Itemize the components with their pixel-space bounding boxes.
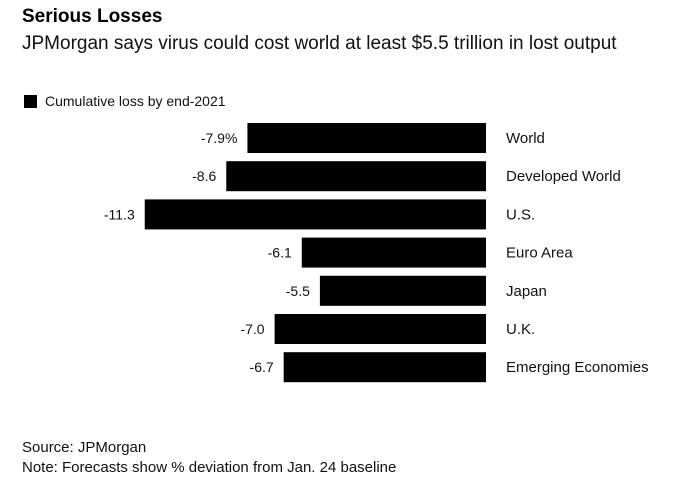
value-label: -8.6 — [192, 168, 216, 184]
legend-swatch — [24, 94, 37, 108]
bar-euro-area — [301, 237, 486, 268]
value-label: -5.5 — [286, 283, 310, 299]
bar-developed-world — [226, 161, 486, 192]
bar-japan — [319, 275, 486, 306]
value-label: -11.3 — [104, 206, 135, 222]
category-label: U.K. — [506, 321, 535, 338]
forecast-note: Note: Forecasts show % deviation from Ja… — [22, 459, 397, 476]
bar-emerging-economies — [283, 352, 486, 383]
value-label: -7.0 — [240, 321, 264, 337]
category-label: Euro Area — [506, 245, 573, 262]
bar-u-s — [144, 199, 487, 230]
chart-subtitle: JPMorgan says virus could cost world at … — [22, 33, 617, 54]
category-label: Developed World — [506, 168, 621, 185]
category-label: World — [506, 130, 545, 147]
legend: Cumulative loss by end-2021 — [24, 93, 226, 109]
category-label: Emerging Economies — [506, 359, 649, 376]
chart-title: Serious Losses — [22, 6, 163, 27]
value-label: -7.9% — [201, 130, 238, 146]
category-label: Japan — [506, 283, 547, 300]
category-label: U.S. — [506, 206, 535, 223]
value-label: -6.1 — [268, 245, 292, 261]
source-note: Source: JPMorgan — [22, 439, 147, 456]
value-label: -6.7 — [250, 359, 274, 375]
footer: Source: JPMorgan Note: Forecasts show % … — [22, 438, 396, 478]
legend-label: Cumulative loss by end-2021 — [45, 93, 226, 109]
bar-world — [247, 123, 486, 153]
bar-u-k — [274, 314, 486, 344]
